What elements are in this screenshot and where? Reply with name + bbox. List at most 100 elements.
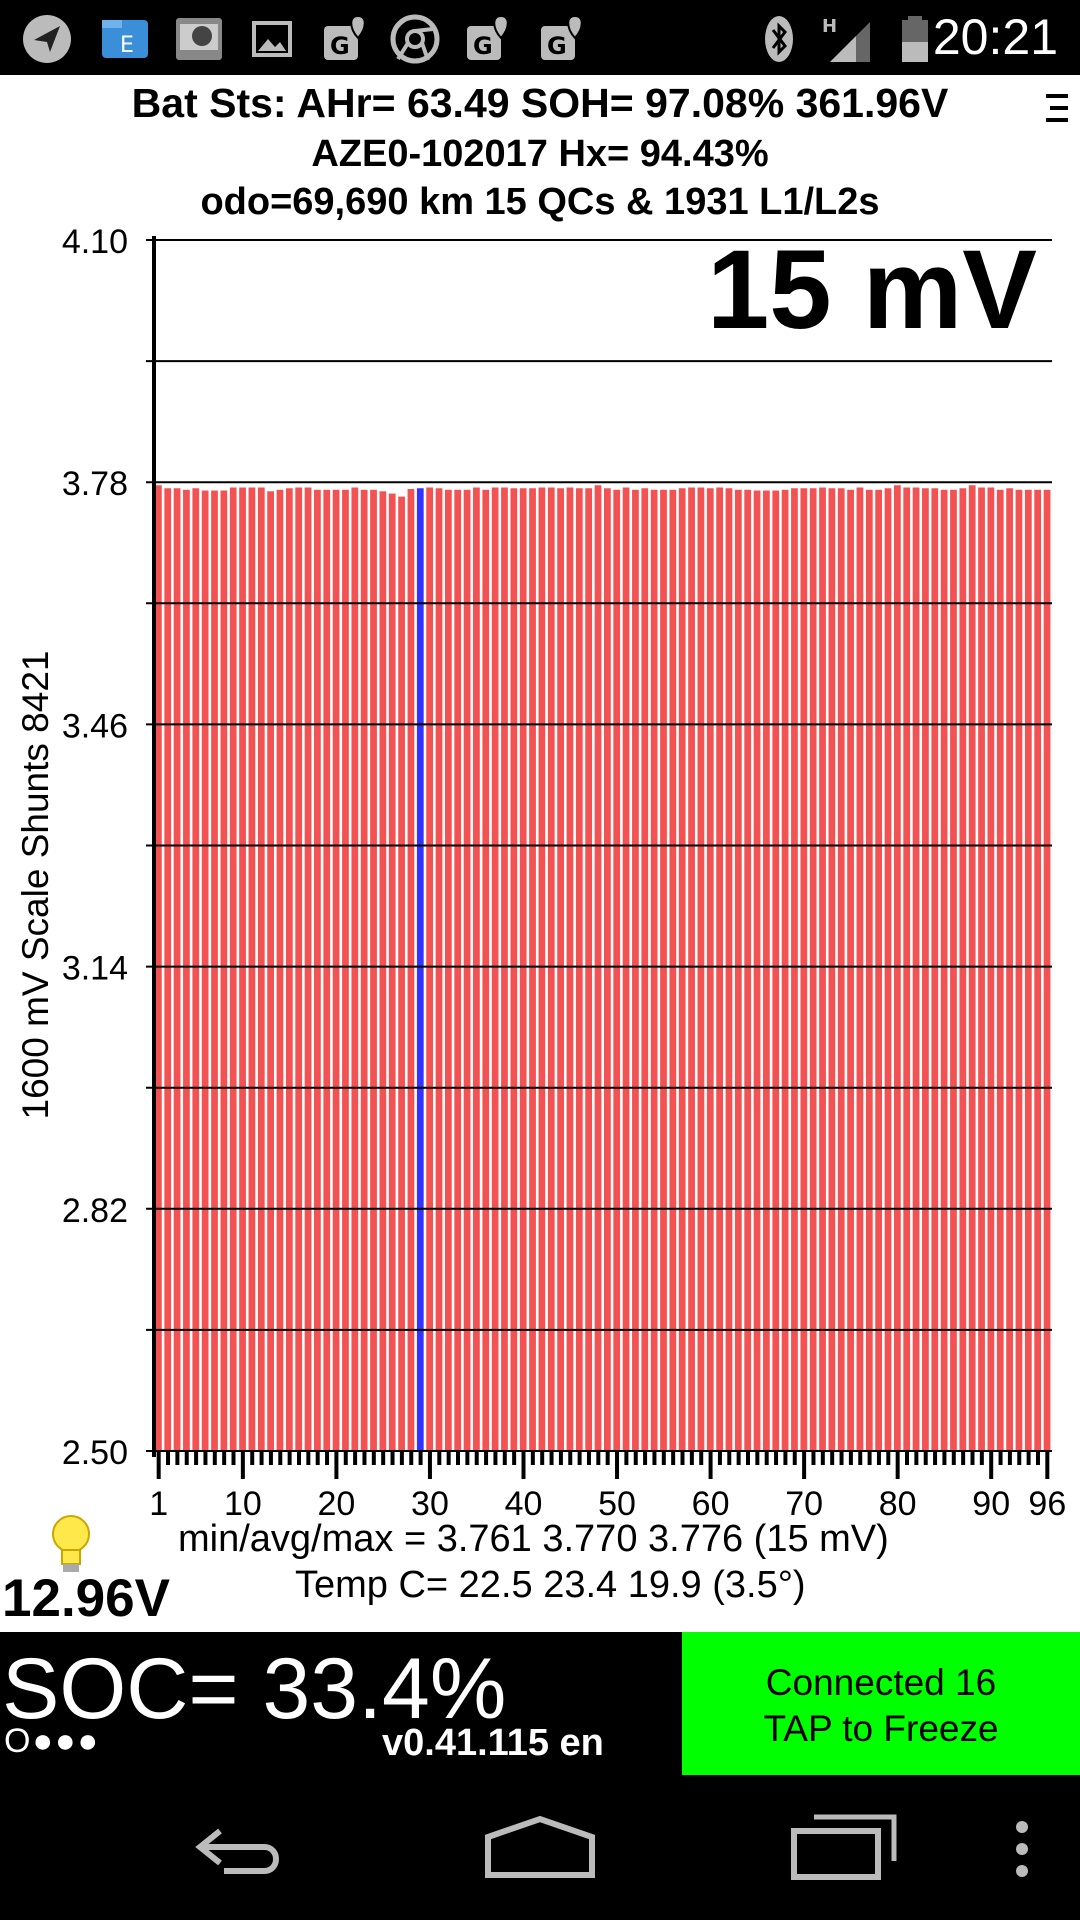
bar (978, 487, 985, 1451)
x-tick-label: 96 (1028, 1485, 1066, 1520)
bar (295, 487, 303, 1451)
hamburger-menu-icon[interactable] (1044, 88, 1072, 128)
bar (819, 487, 826, 1451)
lightbulb-icon[interactable] (48, 1512, 94, 1576)
model-health-line: AZE0-102017 Hx= 94.43% (311, 133, 769, 175)
bar (566, 487, 574, 1451)
file-manager-icon: E (102, 20, 148, 58)
min-avg-max-stats: min/avg/max = 3.761 3.770 3.776 (15 mV) (178, 1518, 889, 1560)
bar (519, 488, 527, 1451)
bar (398, 496, 405, 1452)
bar (632, 489, 639, 1451)
y-tick-label: 2.50 (62, 1434, 128, 1472)
back-icon[interactable] (190, 1815, 290, 1879)
bar (482, 489, 490, 1451)
bar (529, 488, 536, 1451)
bar (725, 488, 733, 1451)
bar (753, 490, 761, 1451)
x-tick-label: 70 (785, 1485, 823, 1520)
tap-to-freeze-label: TAP to Freeze (763, 1708, 999, 1749)
connection-status-label: Connected 16 (765, 1662, 997, 1703)
overflow-menu-icon[interactable] (1010, 1819, 1034, 1879)
x-tick-label: 90 (972, 1485, 1010, 1520)
x-tick-labels: 1 10 20 30 40 50 60 70 80 90 96 (149, 1451, 1066, 1520)
bar (248, 487, 256, 1451)
bar (257, 487, 265, 1451)
bar (669, 489, 677, 1451)
bar (510, 488, 518, 1451)
bar (912, 487, 920, 1451)
recents-icon[interactable] (790, 1813, 900, 1883)
svg-text:G: G (473, 32, 493, 60)
bar (884, 488, 892, 1451)
bar (304, 487, 312, 1451)
bar (155, 485, 162, 1452)
bar (828, 488, 836, 1451)
bar (323, 489, 331, 1451)
bar (220, 490, 228, 1451)
x-tick-label: 1 (149, 1485, 168, 1520)
battery-icon (902, 16, 928, 62)
bar (903, 487, 911, 1451)
bar (1006, 488, 1013, 1451)
bar (538, 487, 546, 1451)
bar (641, 488, 649, 1451)
bar (164, 488, 172, 1451)
soc-readout: SOC= 33.4% (2, 1641, 507, 1737)
bar (688, 487, 695, 1451)
bar (604, 488, 611, 1451)
navigation-icon (23, 15, 71, 63)
temperature-stats: Temp C= 22.5 23.4 19.9 (3.5°) (295, 1564, 806, 1606)
bar (996, 489, 1004, 1451)
bar (594, 485, 602, 1452)
y-tick-labels: 4.10 3.78 3.46 3.14 2.82 2.50 (62, 223, 128, 1472)
bar (285, 488, 293, 1451)
connection-freeze-button[interactable]: Connected 16 TAP to Freeze (682, 1632, 1080, 1775)
bar (388, 493, 396, 1451)
bar (239, 487, 246, 1451)
status-dots: O●●● (4, 1722, 101, 1760)
cell-voltage-chart[interactable]: 4.10 3.78 3.46 3.14 2.82 2.50 1 10 20 30 40 50 60 70… (0, 0, 1080, 1520)
bar (575, 488, 583, 1451)
bar (931, 488, 939, 1451)
bar (959, 488, 967, 1451)
bar (379, 491, 387, 1451)
svg-text:E: E (120, 33, 134, 58)
bar (557, 488, 564, 1451)
bar (183, 489, 190, 1451)
status-bar: E G G G H 20:21 (0, 0, 1080, 75)
version-label: v0.41.115 en (382, 1722, 604, 1764)
bar (276, 489, 284, 1451)
signal-h-icon: H (822, 16, 870, 62)
home-icon[interactable] (484, 1815, 596, 1879)
x-tick-label: 80 (879, 1485, 917, 1520)
y-tick-label: 3.14 (62, 950, 128, 988)
gallery-icon (252, 21, 292, 57)
bar (1043, 489, 1051, 1451)
bar (267, 491, 274, 1451)
bar (987, 487, 995, 1451)
bar (837, 488, 845, 1451)
bar (968, 485, 976, 1452)
bar (697, 487, 705, 1451)
y-tick-label: 3.78 (62, 465, 128, 503)
bar (426, 487, 434, 1451)
bar (332, 489, 340, 1451)
bar (407, 489, 415, 1451)
bar (744, 489, 752, 1451)
bottom-bar: SOC= 33.4% O●●● v0.41.115 en Connected 1… (0, 1632, 1080, 1775)
x-tick-label: 50 (598, 1485, 636, 1520)
bar (622, 487, 630, 1451)
y-tick-label: 4.10 (62, 223, 128, 261)
x-tick-label: 60 (692, 1485, 730, 1520)
bar (875, 489, 883, 1451)
bar (865, 489, 873, 1451)
chrome-icon (390, 14, 440, 64)
svg-text:G: G (547, 32, 567, 60)
bar (809, 488, 817, 1451)
bar (1034, 489, 1042, 1451)
bar (1024, 489, 1032, 1451)
clock: 20:21 (932, 9, 1058, 65)
bar (856, 487, 864, 1451)
bar (454, 489, 462, 1451)
